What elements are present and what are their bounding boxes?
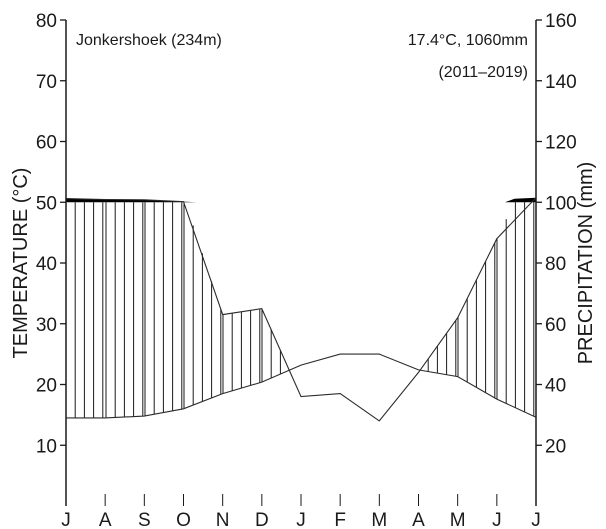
station-label: Jonkershoek (234m)	[76, 32, 222, 49]
series-lines-layer	[65, 197, 537, 422]
left-tick-label: 40	[36, 254, 57, 275]
right-tick-label: 120	[545, 133, 577, 154]
right-tick-label: 140	[545, 72, 577, 93]
month-label: J	[531, 510, 541, 529]
month-label: S	[138, 510, 151, 529]
month-label: J	[61, 510, 71, 529]
month-label: J	[492, 510, 502, 529]
left-tick-label: 30	[36, 315, 57, 336]
month-label: N	[216, 510, 230, 529]
right-tick-label: 60	[545, 315, 566, 336]
ticks-layer: 10 20 30 40 50 60 70 80 20 40 60 80 100 120 140 160 J A S O…	[36, 11, 577, 529]
month-label: M	[450, 510, 466, 529]
month-label: A	[412, 510, 425, 529]
right-tick-label: 20	[545, 436, 566, 457]
month-label: D	[255, 510, 269, 529]
humid-period-layer	[65, 197, 536, 418]
excess-precipitation-fill	[505, 197, 536, 203]
right-tick-label: 80	[545, 254, 566, 275]
left-tick-label: 70	[36, 72, 57, 93]
climate-summary: 17.4°C, 1060mm	[408, 32, 528, 49]
month-label: M	[371, 510, 387, 529]
left-tick-label: 50	[36, 193, 57, 214]
left-tick-label: 80	[36, 11, 57, 32]
month-label: J	[296, 510, 306, 529]
left-axis-title: TEMPERATURE (°C)	[10, 168, 32, 359]
record-period: (2011–2019)	[438, 64, 528, 81]
month-label: O	[176, 510, 191, 529]
right-tick-label: 100	[545, 193, 577, 214]
left-tick-label: 20	[36, 376, 57, 397]
right-tick-label: 160	[545, 11, 577, 32]
right-axis-title: PRECIPITATION (mm)	[575, 162, 597, 365]
left-tick-label: 60	[36, 133, 57, 154]
month-label: F	[334, 510, 346, 529]
temperature-line	[66, 353, 537, 419]
precipitation-line	[65, 197, 537, 422]
right-tick-label: 40	[545, 376, 566, 397]
axes-layer	[65, 20, 537, 506]
left-tick-label: 10	[36, 436, 57, 457]
month-label: A	[99, 510, 112, 529]
